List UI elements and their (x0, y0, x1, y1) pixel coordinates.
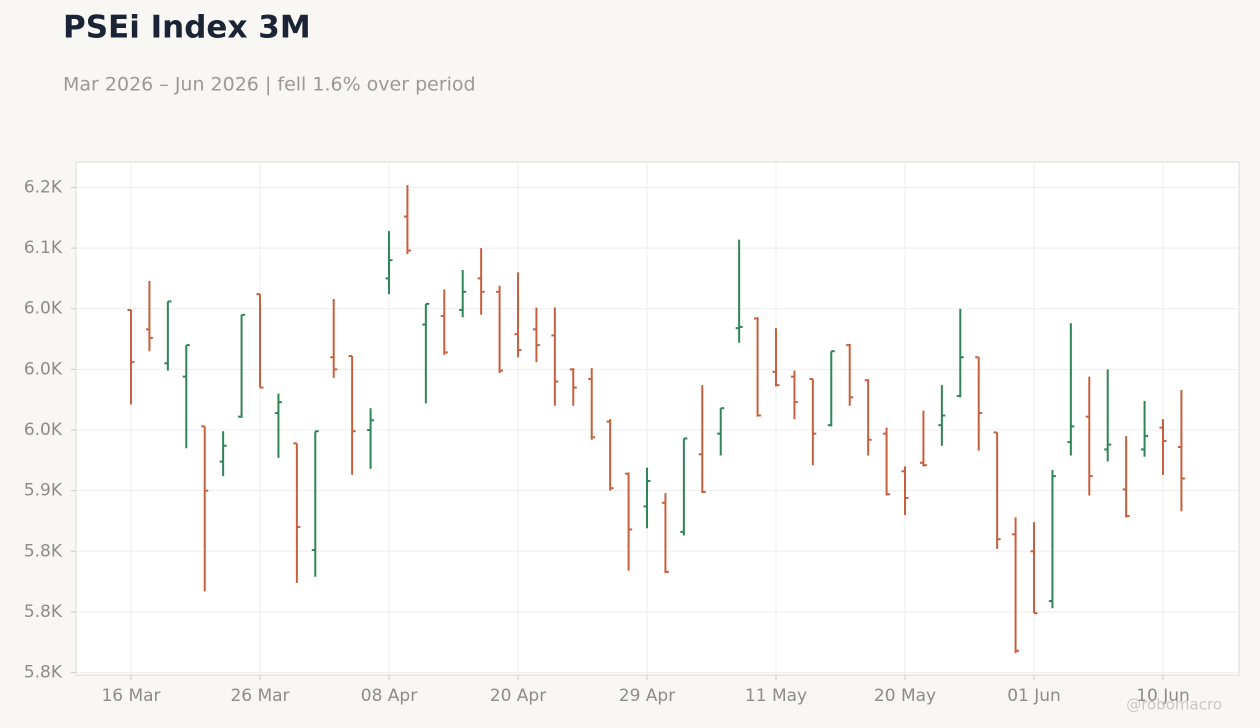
x-tick-label: 20 Apr (490, 686, 546, 706)
x-tick-label: 11 May (745, 686, 807, 706)
x-tick-label: 01 Jun (1007, 686, 1061, 706)
chart-title: PSEi Index 3M (63, 10, 311, 46)
x-tick-label: 29 Apr (619, 686, 675, 706)
chart-subtitle: Mar 2026 – Jun 2026 | fell 1.6% over per… (63, 74, 476, 96)
watermark: @robomacro (1126, 696, 1222, 714)
y-tick-label: 6.0K (24, 299, 63, 319)
x-tick-label: 26 Mar (230, 686, 289, 706)
y-tick-label: 6.1K (24, 238, 63, 258)
y-tick-label: 6.2K (24, 177, 63, 197)
x-tick-label: 10 Jun (1136, 686, 1190, 706)
y-tick-label: 5.8K (24, 663, 63, 683)
y-tick-label: 5.8K (24, 541, 63, 561)
x-tick-label: 08 Apr (361, 686, 417, 706)
y-tick-label: 5.9K (24, 481, 63, 501)
y-tick-label: 6.0K (24, 420, 63, 440)
x-tick-label: 20 May (874, 686, 936, 706)
x-tick-label: 16 Mar (101, 686, 160, 706)
y-tick-label: 5.8K (24, 602, 63, 622)
plot-area (75, 161, 1240, 676)
y-tick-label: 6.0K (24, 359, 63, 379)
